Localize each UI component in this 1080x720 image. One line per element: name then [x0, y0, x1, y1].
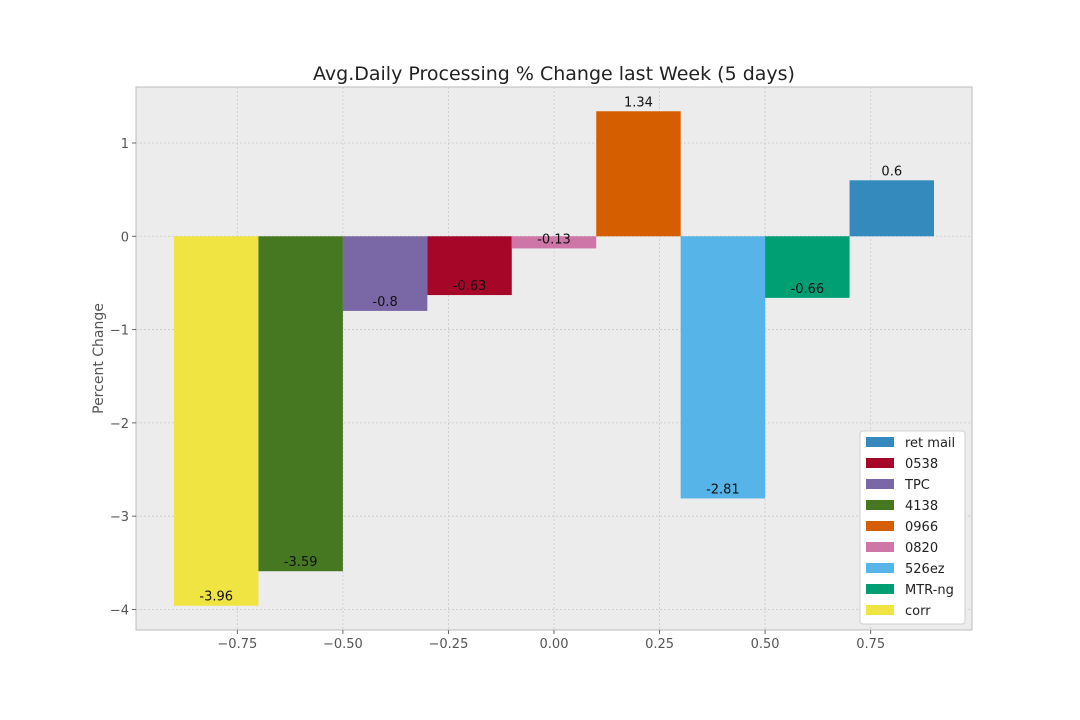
y-tick-label: 0: [121, 230, 129, 245]
legend-swatch: [866, 563, 894, 573]
x-tick-label: −0.75: [217, 637, 257, 652]
x-tick-label: 0.50: [751, 637, 780, 652]
legend-label: 4138: [905, 499, 938, 514]
legend-swatch: [866, 500, 894, 510]
bar-TPC: [342, 236, 428, 311]
x-tick-label: −0.25: [429, 637, 469, 652]
legend-swatch: [866, 542, 894, 552]
bars: [174, 111, 934, 606]
bar-ret-mail: [849, 180, 934, 237]
y-axis-label: Percent Change: [91, 303, 107, 414]
bar-0820: [511, 236, 597, 249]
legend-label: TPC: [904, 478, 930, 493]
data-label: -3.59: [284, 555, 318, 570]
data-label: -0.13: [537, 232, 571, 247]
data-labels: -3.96 -3.59 -0.8 -0.63 -0.13 1.34 -2.81 -0.66 0.…: [199, 95, 902, 604]
legend-label: 526ez: [905, 562, 945, 577]
bar-corr: [174, 236, 259, 606]
bar-526ez: [680, 236, 766, 499]
legend-swatch: [866, 458, 894, 468]
legend-swatch: [866, 605, 894, 615]
data-label: -0.8: [372, 295, 397, 310]
bar-4138: [258, 236, 343, 572]
legend-swatch: [866, 437, 894, 447]
x-axis-ticks: −0.75 −0.50 −0.25 0.00 0.25 0.50 0.75: [217, 630, 885, 652]
data-label: -0.66: [791, 282, 825, 297]
legend-label: ret mail: [905, 436, 955, 451]
y-tick-label: −1: [110, 324, 129, 339]
legend-swatch: [866, 521, 894, 531]
x-tick-label: −0.50: [323, 637, 363, 652]
legend-label: 0538: [905, 457, 938, 472]
legend-label: 0820: [905, 541, 938, 556]
legend-label: 0966: [905, 520, 938, 535]
y-tick-label: 1: [121, 137, 129, 152]
y-tick-label: −3: [110, 510, 129, 525]
data-label: -3.96: [199, 590, 233, 605]
y-tick-label: −2: [110, 417, 129, 432]
x-tick-label: 0.00: [540, 637, 569, 652]
chart-title: Avg.Daily Processing % Change last Week …: [313, 63, 795, 85]
data-label: 0.6: [881, 164, 902, 179]
data-label: -2.81: [706, 482, 740, 497]
y-axis-ticks: 1 0 −1 −2 −3 −4: [110, 137, 136, 618]
data-label: 1.34: [624, 95, 653, 110]
legend-swatch: [866, 584, 894, 594]
bar-0538: [427, 236, 512, 296]
y-tick-label: −4: [110, 603, 129, 618]
legend: ret mail 0538 TPC 4138 0966 0820 526ez MTR-ng co…: [859, 430, 966, 625]
bar-0966: [596, 111, 681, 237]
legend-swatch: [866, 479, 894, 489]
legend-label: corr: [905, 604, 931, 619]
x-tick-label: 0.25: [645, 637, 674, 652]
legend-label: MTR-ng: [905, 583, 954, 598]
bar-MTR-ng: [765, 236, 850, 298]
data-label: -0.63: [453, 279, 487, 294]
x-tick-label: 0.75: [856, 637, 885, 652]
